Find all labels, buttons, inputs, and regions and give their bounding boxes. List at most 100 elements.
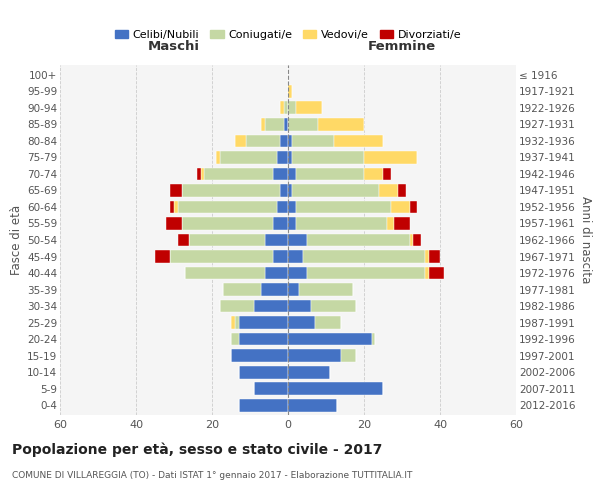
Text: COMUNE DI VILLAREGGIA (TO) - Dati ISTAT 1° gennaio 2017 - Elaborazione TUTTITALI: COMUNE DI VILLAREGGIA (TO) - Dati ISTAT … [12,471,412,480]
Bar [288,316,314,329]
Bar [307,234,410,246]
Bar [288,283,299,296]
Bar [231,316,235,329]
Bar [288,266,307,280]
Bar [383,168,391,180]
Bar [413,234,421,246]
Bar [299,283,353,296]
Bar [296,217,387,230]
Bar [231,332,239,345]
Bar [394,217,410,230]
Bar [288,382,383,395]
Bar [182,184,280,197]
Bar [273,217,288,230]
Bar [288,349,341,362]
Bar [288,398,337,411]
Bar [410,200,417,213]
Bar [239,398,288,411]
Bar [292,151,364,164]
Bar [174,200,178,213]
Bar [410,234,413,246]
Bar [288,332,371,345]
Bar [200,168,205,180]
Bar [280,102,284,114]
Bar [254,300,288,312]
Bar [288,134,292,147]
Text: Femmine: Femmine [368,40,436,54]
Bar [387,217,394,230]
Bar [364,151,417,164]
Bar [265,266,288,280]
Bar [311,300,356,312]
Bar [220,300,254,312]
Bar [205,168,273,180]
Bar [303,250,425,263]
Bar [273,250,288,263]
Text: Popolazione per età, sesso e stato civile - 2017: Popolazione per età, sesso e stato civil… [12,442,382,457]
Text: Maschi: Maschi [148,40,200,54]
Bar [425,250,428,263]
Bar [288,217,296,230]
Bar [262,118,265,131]
Bar [166,217,182,230]
Bar [170,200,174,213]
Bar [428,266,444,280]
Bar [182,217,273,230]
Bar [216,151,220,164]
Bar [284,118,288,131]
Bar [364,168,383,180]
Bar [197,168,200,180]
Bar [296,102,322,114]
Bar [280,184,288,197]
Bar [178,234,189,246]
Bar [371,332,376,345]
Bar [296,168,364,180]
Bar [277,151,288,164]
Bar [391,200,410,213]
Bar [239,366,288,378]
Bar [170,250,273,263]
Bar [235,134,246,147]
Bar [239,316,288,329]
Bar [178,200,277,213]
Bar [220,151,277,164]
Bar [425,266,428,280]
Bar [379,184,398,197]
Bar [288,151,292,164]
Bar [254,382,288,395]
Bar [246,134,280,147]
Bar [280,134,288,147]
Bar [239,332,288,345]
Bar [288,102,296,114]
Bar [277,200,288,213]
Legend: Celibi/Nubili, Coniugati/e, Vedovi/e, Divorziati/e: Celibi/Nubili, Coniugati/e, Vedovi/e, Di… [110,25,466,44]
Bar [334,134,383,147]
Bar [265,118,284,131]
Bar [288,250,303,263]
Bar [428,250,440,263]
Bar [189,234,265,246]
Bar [265,234,288,246]
Bar [307,266,425,280]
Bar [155,250,170,263]
Bar [288,85,292,98]
Bar [170,184,182,197]
Bar [288,200,296,213]
Bar [288,168,296,180]
Bar [319,118,364,131]
Bar [398,184,406,197]
Bar [292,134,334,147]
Bar [223,283,262,296]
Y-axis label: Anni di nascita: Anni di nascita [579,196,592,284]
Bar [185,266,265,280]
Bar [284,102,288,114]
Bar [296,200,391,213]
Bar [314,316,341,329]
Bar [288,300,311,312]
Bar [292,184,379,197]
Bar [288,366,330,378]
Bar [262,283,288,296]
Bar [231,349,288,362]
Bar [288,234,307,246]
Bar [235,316,239,329]
